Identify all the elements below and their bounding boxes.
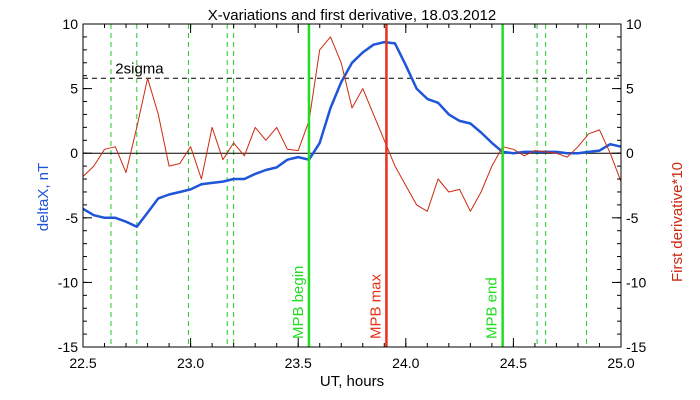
- chart-title: X-variations and first derivative, 18.03…: [208, 7, 497, 24]
- deltaX-series-line: [82, 40, 622, 229]
- y-right-tick-label-0: -15: [626, 339, 646, 355]
- y-right-tick-label-4: 5: [626, 81, 634, 97]
- sigma-label: 2sigma: [115, 60, 164, 77]
- mpb_end-label: MPB end: [484, 277, 501, 339]
- mpb_max-label: MPB max: [367, 273, 384, 339]
- x-tick-label-0: 22.5: [69, 355, 96, 371]
- x-tick-label-4: 24.5: [500, 355, 527, 371]
- y-axis-left-label: deltaX, nT: [35, 163, 52, 231]
- plot-area: 2sigma MPB begin MPB max MPB end 22.5 23.0 23.…: [58, 16, 647, 371]
- y-right-tick-label-1: -10: [626, 274, 646, 290]
- x-tick-label-1: 23.0: [177, 355, 204, 371]
- y-right-tick-label-5: 10: [626, 16, 642, 32]
- x-tick-label-3: 24.0: [392, 355, 419, 371]
- y-left-tick-label-5: 10: [62, 16, 78, 32]
- y-axis-right-label: First derivative*10: [669, 162, 686, 282]
- y-left-tick-label-3: 0: [70, 145, 78, 161]
- y-right-tick-label-3: 0: [626, 145, 634, 161]
- y-right-tick-label-2: -5: [626, 210, 639, 226]
- mpb_begin-label: MPB begin: [290, 266, 307, 339]
- y-left-tick-label-4: 5: [70, 81, 78, 97]
- x-tick-label-5: 25.0: [607, 355, 634, 371]
- x-tick-label-2: 23.5: [285, 355, 312, 371]
- y-left-tick-label-1: -10: [58, 274, 78, 290]
- derivative-series-line: [82, 36, 622, 212]
- y-left-tick-label-2: -5: [66, 210, 79, 226]
- plot-frame: [82, 23, 622, 348]
- x-axis-label: UT, hours: [320, 373, 384, 390]
- y-left-tick-label-0: -15: [58, 339, 78, 355]
